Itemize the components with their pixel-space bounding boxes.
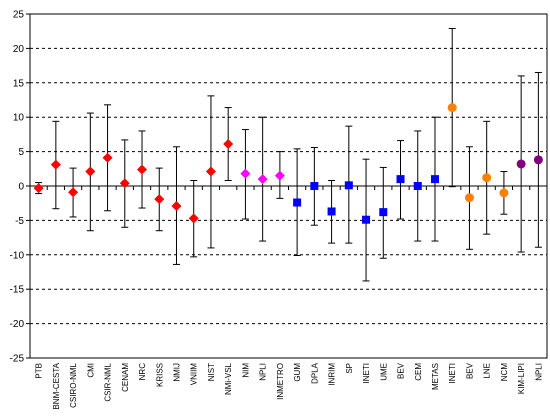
x-category-label: CSIRO-NML [69, 362, 78, 407]
error-bars [35, 27, 542, 282]
y-tick-label: -5 [15, 216, 24, 227]
x-category-label: BEV [397, 362, 406, 379]
y-axis-ticks: 25 20 15 10 5 0 -5 -10 -15 -20 -25 [10, 10, 548, 365]
data-point-diamond [274, 170, 285, 181]
x-category-label: NMIJ [172, 363, 181, 382]
x-category-label: NIM [241, 363, 250, 378]
x-category-label: INETI [448, 363, 457, 383]
data-point-diamond [119, 178, 130, 189]
x-category-label: NPLI [259, 363, 268, 381]
data-point-circle [464, 193, 474, 203]
data-point-square [310, 182, 319, 190]
x-category-label: METAS [431, 363, 440, 390]
data-point-circle [533, 155, 543, 165]
data-point-square [379, 208, 388, 217]
x-category-label: SP [345, 363, 354, 374]
x-category-label: VNIIM [190, 363, 199, 386]
x-category-label: CSIR-NML [104, 362, 113, 401]
data-point-diamond [85, 166, 96, 177]
data-point-diamond [171, 200, 182, 211]
x-category-label: KIM-LIPI [517, 363, 526, 394]
x-axis-labels: PTB BNM-CESTA CSIRO-NML CMI CSIR-NML CENAM NRC… [35, 362, 544, 409]
y-tick-label: 20 [13, 44, 25, 55]
y-tick-label: 0 [18, 182, 24, 193]
data-point-diamond [257, 174, 268, 185]
data-point-square [430, 175, 439, 184]
x-category-label: NMi-VSL [224, 362, 233, 395]
data-point-diamond [50, 159, 61, 170]
x-category-label: NPLI [534, 363, 543, 381]
data-point-diamond [240, 168, 251, 179]
data-point-diamond [154, 194, 165, 205]
x-category-label: NIST [207, 363, 216, 381]
data-point-square [327, 207, 336, 216]
data-point-diamond [223, 139, 234, 150]
x-category-label: UME [379, 363, 388, 381]
x-category-label: DPLA [310, 362, 319, 384]
data-point-circle [516, 159, 526, 169]
x-category-label: CMI [86, 363, 95, 378]
x-category-label: INMETRO [276, 363, 285, 400]
data-point-square [344, 181, 353, 190]
data-point-diamond [102, 152, 113, 163]
y-tick-label: 10 [13, 113, 25, 124]
data-point-diamond [205, 166, 216, 177]
x-category-label: INETI [362, 363, 371, 383]
x-category-label: PTB [35, 363, 44, 379]
data-point-square [293, 198, 302, 207]
y-tick-label: -20 [10, 319, 25, 330]
data-point-diamond [137, 164, 148, 175]
data-point-circle [482, 173, 492, 183]
y-tick-label: 25 [13, 10, 25, 21]
x-category-label: CEM [414, 363, 423, 381]
y-tick-label: 5 [18, 147, 24, 158]
data-point-diamond [68, 187, 79, 198]
x-category-label: NRC [138, 363, 147, 381]
x-category-label: LNE [483, 363, 492, 379]
data-point-diamond [33, 183, 44, 194]
x-category-label: GUM [293, 363, 302, 382]
data-point-circle [447, 103, 457, 113]
data-point-square [413, 182, 422, 190]
x-category-label: BEV [465, 362, 474, 379]
y-tick-label: -25 [10, 354, 25, 365]
data-point-circle [499, 188, 509, 198]
x-category-label: INRIM [328, 363, 337, 386]
x-category-label: NCM [500, 363, 509, 382]
x-category-label: KRISS [155, 363, 164, 387]
grid-lines [30, 47, 547, 325]
data-points [33, 103, 543, 224]
data-point-square [362, 215, 371, 224]
y-tick-label: 15 [13, 78, 25, 89]
data-point-square [396, 175, 405, 184]
x-category-label: CENAM [121, 363, 130, 392]
x-category-label: BNM-CESTA [52, 362, 61, 409]
y-tick-label: -10 [10, 250, 25, 261]
y-tick-label: -15 [10, 285, 25, 296]
data-point-diamond [188, 213, 199, 224]
